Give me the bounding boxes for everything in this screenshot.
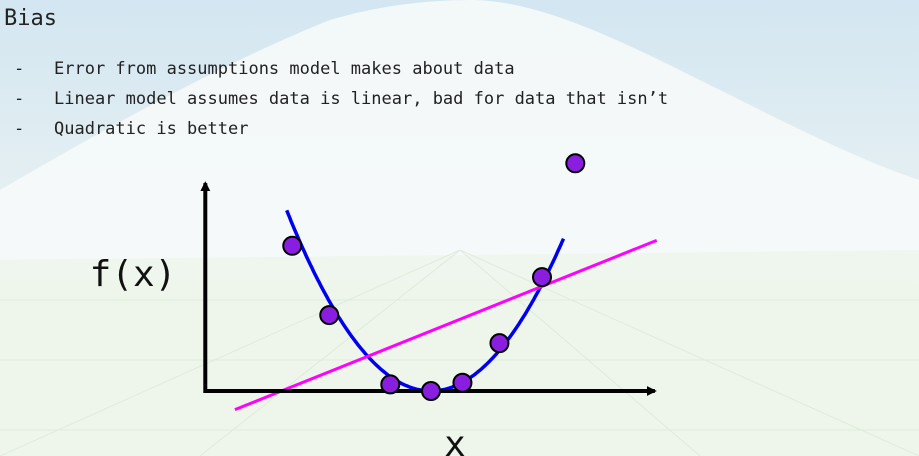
slide-title: Bias xyxy=(4,6,57,31)
bullet-marker: - xyxy=(14,119,25,139)
data-point xyxy=(565,153,586,174)
linear-fit-line xyxy=(234,238,658,412)
data-point xyxy=(319,305,340,326)
data-point xyxy=(452,372,473,393)
bullet-item: - Quadratic is better xyxy=(14,114,668,144)
bullet-text: Error from assumptions model makes about… xyxy=(54,59,515,79)
y-axis-label: f(x) xyxy=(90,254,177,295)
bullet-text: Quadratic is better xyxy=(54,119,249,139)
data-point xyxy=(282,235,303,256)
x-axis-label: x xyxy=(444,424,466,456)
data-point xyxy=(532,267,552,288)
data-point xyxy=(421,381,441,401)
bullet-item: - Linear model assumes data is linear, b… xyxy=(14,84,668,114)
bullet-list: - Error from assumptions model makes abo… xyxy=(14,54,668,144)
axes xyxy=(200,181,657,396)
data-point xyxy=(489,333,510,354)
quadratic-fit-curve xyxy=(285,209,566,393)
data-point xyxy=(380,374,401,395)
bullet-marker: - xyxy=(14,59,25,79)
bullet-text: Linear model assumes data is linear, bad… xyxy=(54,89,669,109)
bullet-item: - Error from assumptions model makes abo… xyxy=(14,54,668,84)
bullet-marker: - xyxy=(14,89,25,109)
data-points xyxy=(282,153,586,401)
